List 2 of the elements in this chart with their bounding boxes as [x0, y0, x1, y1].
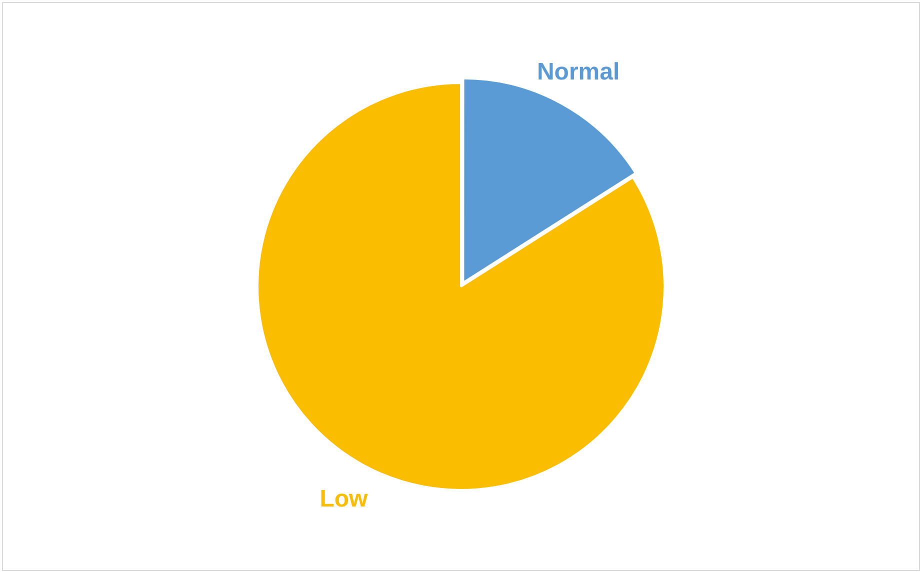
slice-label: Normal — [536, 58, 620, 86]
slice-label: Low — [320, 486, 368, 513]
